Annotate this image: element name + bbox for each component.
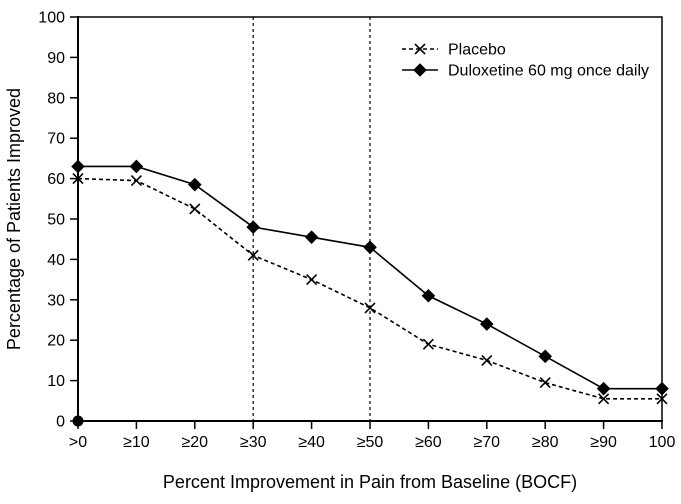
y-tick-label: 20 [47,333,65,350]
y-tick-label: 90 [47,50,65,67]
y-tick-label: 40 [47,252,65,269]
diamond-marker [596,381,611,396]
diamond-marker [480,317,494,331]
circle-marker [72,415,84,427]
x-marker [364,302,376,314]
y-tick-label: 70 [47,131,65,148]
x-tick-label: ≥80 [532,434,559,451]
x-tick-label: 100 [649,434,676,451]
series-placebo [72,173,668,405]
y-tick-label: 10 [47,373,65,390]
x-marker [306,274,318,286]
y-tick-label: 50 [47,212,65,229]
y-tick-label: 80 [47,90,65,107]
diamond-marker [655,381,669,396]
reference-lines [252,17,371,421]
x-marker [481,354,493,366]
x-tick-label: ≥10 [123,434,150,451]
x-tick-label: ≥70 [474,434,501,451]
y-tick-label: 30 [47,292,65,309]
diamond-marker [363,240,377,255]
x-tick-label: ≥50 [357,434,384,451]
diamond-marker [538,349,552,364]
x-tick-label: >0 [69,434,87,451]
x-marker [598,393,610,405]
diamond-marker [304,230,319,244]
diamond-marker [246,220,260,234]
diamond-marker [129,159,144,174]
x-tick-label: ≥20 [182,434,209,451]
legend-label: Duloxetine 60 mg once daily [448,63,649,80]
x-marker [72,173,84,185]
x-axis-title: Percent Improvement in Pain from Baselin… [163,472,577,492]
y-tick-label: 100 [38,10,65,27]
series-line [77,177,662,400]
diamond-marker [413,63,427,77]
x-marker [656,393,668,405]
y-tick-label: 60 [47,171,65,188]
x-tick-label: ≥30 [240,434,267,451]
diamond-marker [188,177,202,192]
x-marker [422,338,434,350]
x-marker [130,175,142,187]
x-tick-label: ≥40 [298,434,325,451]
x-marker [539,377,551,389]
series-duloxetine-60-mg-once-daily [71,159,669,396]
y-axis-title: Percentage of Patients Improved [4,88,24,350]
y-tick-label: 0 [56,414,65,431]
legend-label: Placebo [448,42,506,59]
x-marker [247,249,259,261]
x-tick-label: ≥60 [415,434,442,451]
origin-point [72,415,84,427]
legend: Placebo Duloxetine 60 mg once daily [402,42,649,80]
diamond-marker [71,159,85,174]
x-marker [189,203,201,215]
x-marker [414,43,426,55]
diamond-marker [421,288,436,303]
axes: 0 10 20 30 40 50 60 70 80 90 100 >0 ≥10 ≥20 ≥30 ≥40 ≥50 ≥… [38,10,675,452]
x-tick-label: ≥90 [590,434,617,451]
